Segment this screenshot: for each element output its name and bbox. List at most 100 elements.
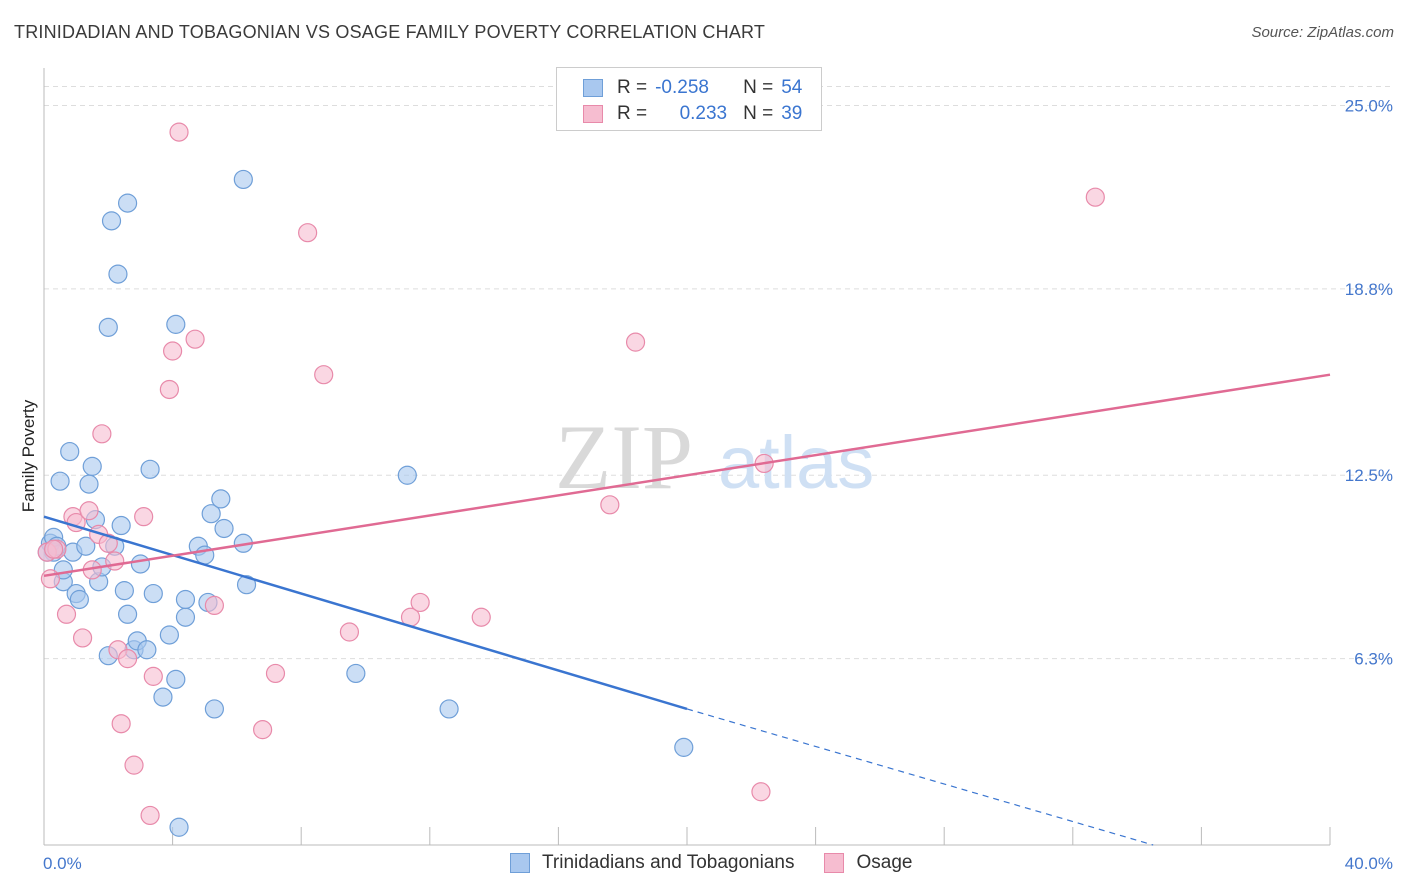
correlation-legend: R = -0.258 N = 54 R = 0.233 N = 39 [556,67,822,131]
x-tick-label: 40.0% [1345,854,1393,873]
y-tick-label: 18.8% [1345,280,1393,299]
r-label: R = [617,103,648,124]
n-label: N = [743,77,774,98]
osage-point [159,379,179,400]
trinidadian-point [397,465,417,485]
r-value: 0.233 [679,103,728,124]
trinidadian-trendline-extension [686,708,1154,846]
trinidadian-point [69,589,89,610]
trinidadian-point [79,474,99,494]
trinidadian-point [233,169,253,190]
trinidadian-point [159,625,179,645]
y-tick-label: 6.3% [1354,650,1393,669]
osage-point [204,595,224,616]
osage-point [79,501,99,521]
osage-point [105,551,125,571]
osage-point [169,122,189,142]
points-layer [37,122,1105,837]
trinidadian-point [211,489,231,509]
source-label: Source: ZipAtlas.com [1251,24,1394,41]
trinidadian-point [98,317,118,337]
legend-row-blue: R = -0.258 N = 54 [583,76,802,100]
osage-trendline [43,373,1331,578]
osage-point [625,332,646,352]
y-axis-label: Family Poverty [19,399,38,512]
osage-point [339,622,360,642]
osage-point [111,714,131,734]
trinidadian-point [346,663,366,684]
blue-swatch [583,79,603,97]
trinidadian-trendline [43,515,688,711]
r-label: R = [617,77,648,98]
legend-label: Trinidadians and Tobagonians [542,852,795,873]
trinidadian-point [114,581,134,601]
n-label: N = [743,103,774,124]
osage-point [56,604,77,624]
y-tick-label: 12.5% [1345,466,1393,485]
trinidadian-point [175,607,196,627]
trinidadian-point [439,699,459,719]
watermark-zip: ZIP [555,406,693,508]
osage-point [265,663,286,684]
x-tick-label: 0.0% [43,854,82,873]
series-legend: Trinidadians and Tobagonians Osage [510,852,942,874]
osage-point [140,805,160,826]
trinidadian-point [76,536,96,556]
trinidadian-point [236,575,257,595]
osage-point [92,424,112,444]
osage-point [98,533,118,553]
watermark: ZIP atlas [555,406,874,508]
trend-layer [43,373,1331,846]
trinidadian-point [674,737,694,757]
chart-title: TRINIDADIAN AND TOBAGONIAN VS OSAGE FAMI… [14,22,766,42]
trinidadian-point [108,264,128,284]
osage-point [751,782,771,802]
r-value: -0.258 [655,77,709,98]
y-tick-label: 25.0% [1345,96,1393,115]
trinidadian-point [101,211,122,231]
osage-point [40,569,61,589]
n-value: 54 [781,77,803,98]
trinidadian-point [204,699,224,719]
axis-layer [43,68,1331,846]
trinidadian-point [143,583,163,604]
trinidadian-point [140,459,160,479]
osage-point [163,341,183,361]
osage-point [143,666,163,686]
trinidadian-point [111,515,131,536]
osage-point [124,755,144,775]
trinidadian-point [130,554,151,574]
trinidadian-point [117,193,138,213]
osage-point [72,628,93,648]
trinidadian-point [169,817,189,837]
trinidadian-point [166,669,186,689]
trinidadian-point [201,504,221,524]
legend-item-trinidadians[interactable]: Trinidadians and Tobagonians [510,852,794,874]
trinidadian-point [82,456,102,476]
osage-point [471,607,491,627]
label-layer: 6.3% 12.5% 18.8% 25.0% 0.0% 40.0% Family Pover… [19,96,1393,873]
trinidadian-point [214,518,234,539]
legend-label: Osage [856,852,913,873]
pink-swatch [824,853,845,873]
osage-point [298,223,318,243]
trinidadian-point [153,687,173,707]
watermark-atlas: atlas [718,421,874,504]
blue-swatch [510,853,530,873]
legend-item-osage[interactable]: Osage [824,852,912,874]
legend-row-pink: R = 0.233 N = 39 [583,102,802,126]
osage-point [134,507,154,527]
trinidadian-point [166,314,186,334]
trinidadian-point [117,604,138,624]
osage-point [185,329,205,349]
n-value: 39 [781,103,803,124]
trinidadian-point [175,589,196,610]
osage-point [117,649,138,669]
osage-point [253,720,273,740]
trinidadian-point [50,471,70,491]
osage-point [1085,187,1105,207]
osage-point [44,539,64,559]
osage-point [410,592,430,613]
pink-swatch [583,105,603,123]
